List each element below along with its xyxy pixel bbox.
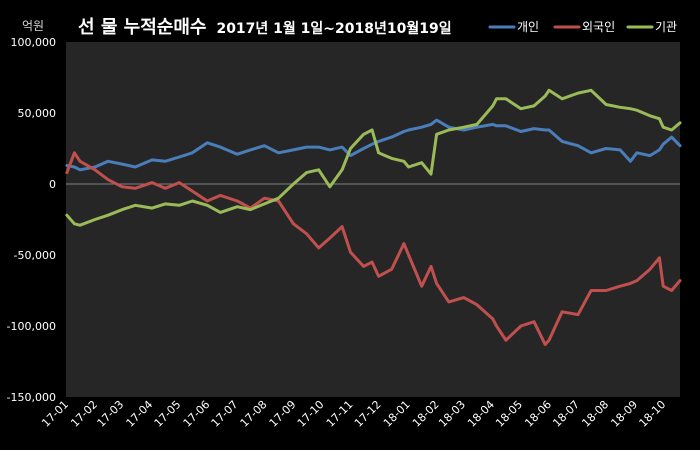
y-tick-label: -150,000	[7, 391, 56, 404]
y-tick-label: -100,000	[7, 320, 56, 333]
legend-label-foreign: 외국인	[582, 20, 615, 34]
y-unit-label: 억원	[22, 19, 44, 33]
plot-area	[66, 42, 680, 397]
series-line-institution	[65, 88, 682, 227]
legend-label-institution: 기관	[655, 20, 677, 34]
legend-item-foreign: 외국인	[553, 20, 615, 34]
legend-item-individual: 개인	[488, 20, 539, 34]
y-tick-label: 0	[49, 178, 56, 191]
chart-title: 선 물 누적순매수 2017년 1월 1일~2018년10월19일	[78, 17, 452, 38]
chart-title-main: 선 물 누적순매수	[78, 17, 206, 38]
series-line-foreign	[65, 151, 682, 346]
series-line-individual	[65, 118, 682, 172]
legend-item-institution: 기관	[626, 20, 677, 34]
legend: 개인 외국인 기관	[488, 20, 677, 34]
legend-label-individual: 개인	[517, 20, 539, 34]
y-axis-labels: 100,000 50,000 0 -50,000 -100,000 -150,000	[7, 36, 56, 404]
series-lines	[65, 88, 682, 346]
chart-title-period: 2017년 1월 1일~2018년10월19일	[216, 20, 451, 37]
y-tick-label: 50,000	[18, 107, 57, 120]
y-tick-label: -50,000	[14, 249, 56, 262]
y-tick-label: 100,000	[11, 36, 57, 49]
